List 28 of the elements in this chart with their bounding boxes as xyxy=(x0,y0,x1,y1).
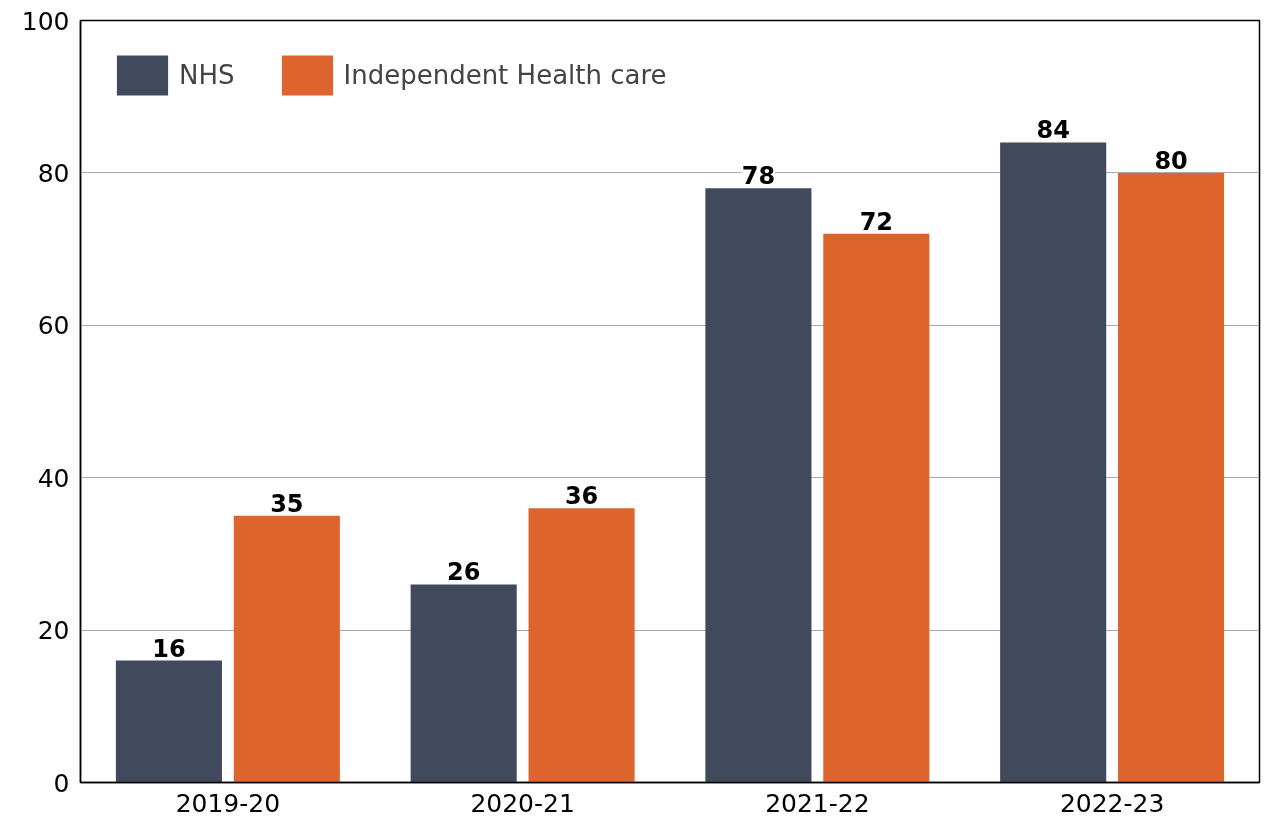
legend-label: Independent Health care xyxy=(343,60,667,90)
x-tick-label: 2021-22 xyxy=(765,788,870,818)
bar xyxy=(705,188,812,783)
data-label: 84 xyxy=(1036,116,1070,145)
data-label: 35 xyxy=(270,489,304,518)
x-tick-label: 2020-21 xyxy=(470,788,575,818)
bar xyxy=(233,515,340,783)
y-tick-label: 40 xyxy=(37,463,70,493)
bar xyxy=(1000,142,1107,783)
bar xyxy=(1118,172,1225,783)
y-tick-label: 100 xyxy=(21,6,70,36)
bar xyxy=(823,233,930,783)
data-label: 36 xyxy=(564,482,599,511)
data-label: 78 xyxy=(741,162,776,191)
data-label: 16 xyxy=(152,634,186,663)
y-tick-label: 60 xyxy=(37,311,70,341)
y-tick-label: 20 xyxy=(37,616,70,646)
legend-label: NHS xyxy=(179,60,235,90)
y-tick-label: 80 xyxy=(37,158,70,188)
bar xyxy=(528,508,635,783)
x-tick-label: 2019-20 xyxy=(175,788,281,818)
y-tick-label: 0 xyxy=(53,768,70,798)
x-tick-label: 2022-23 xyxy=(1059,788,1165,818)
bar xyxy=(115,660,222,783)
data-label: 80 xyxy=(1154,146,1188,175)
data-label: 26 xyxy=(446,558,481,587)
data-label: 72 xyxy=(859,207,894,236)
bar xyxy=(410,584,517,783)
